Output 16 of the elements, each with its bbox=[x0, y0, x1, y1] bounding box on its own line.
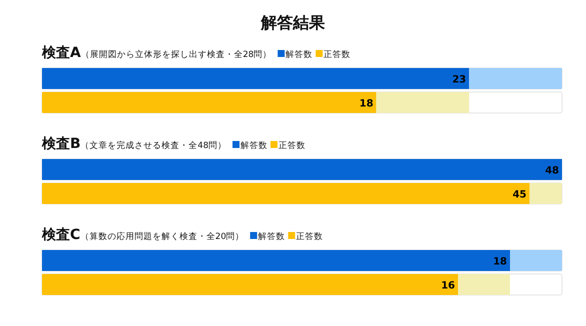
data-label: 18 bbox=[493, 256, 508, 268]
data-label: 16 bbox=[441, 280, 456, 292]
chart-subtitle: 検査B（文章を完成させる検査・全48問） bbox=[41, 136, 226, 152]
chart-subtitle: 検査A（展開図から立体形を探し出す検査・全28問） bbox=[41, 45, 272, 61]
legend-label: 正答数 bbox=[296, 231, 324, 242]
data-label: 18 bbox=[359, 98, 374, 110]
data-label: 45 bbox=[512, 190, 527, 200]
legend-label: 解答数 bbox=[240, 140, 268, 151]
data-label: 48 bbox=[545, 166, 560, 176]
legend-label: 正答数 bbox=[278, 140, 306, 151]
data-label: 23 bbox=[452, 74, 466, 86]
legend-label: 正答数 bbox=[324, 49, 351, 60]
chart-title: 解答結果 bbox=[260, 13, 326, 32]
legend-label: 解答数 bbox=[258, 231, 286, 242]
chart-subtitle: 検査C（算数の応用問題を解く検査・全20問） bbox=[41, 227, 244, 243]
legend-label: 解答数 bbox=[286, 49, 313, 60]
